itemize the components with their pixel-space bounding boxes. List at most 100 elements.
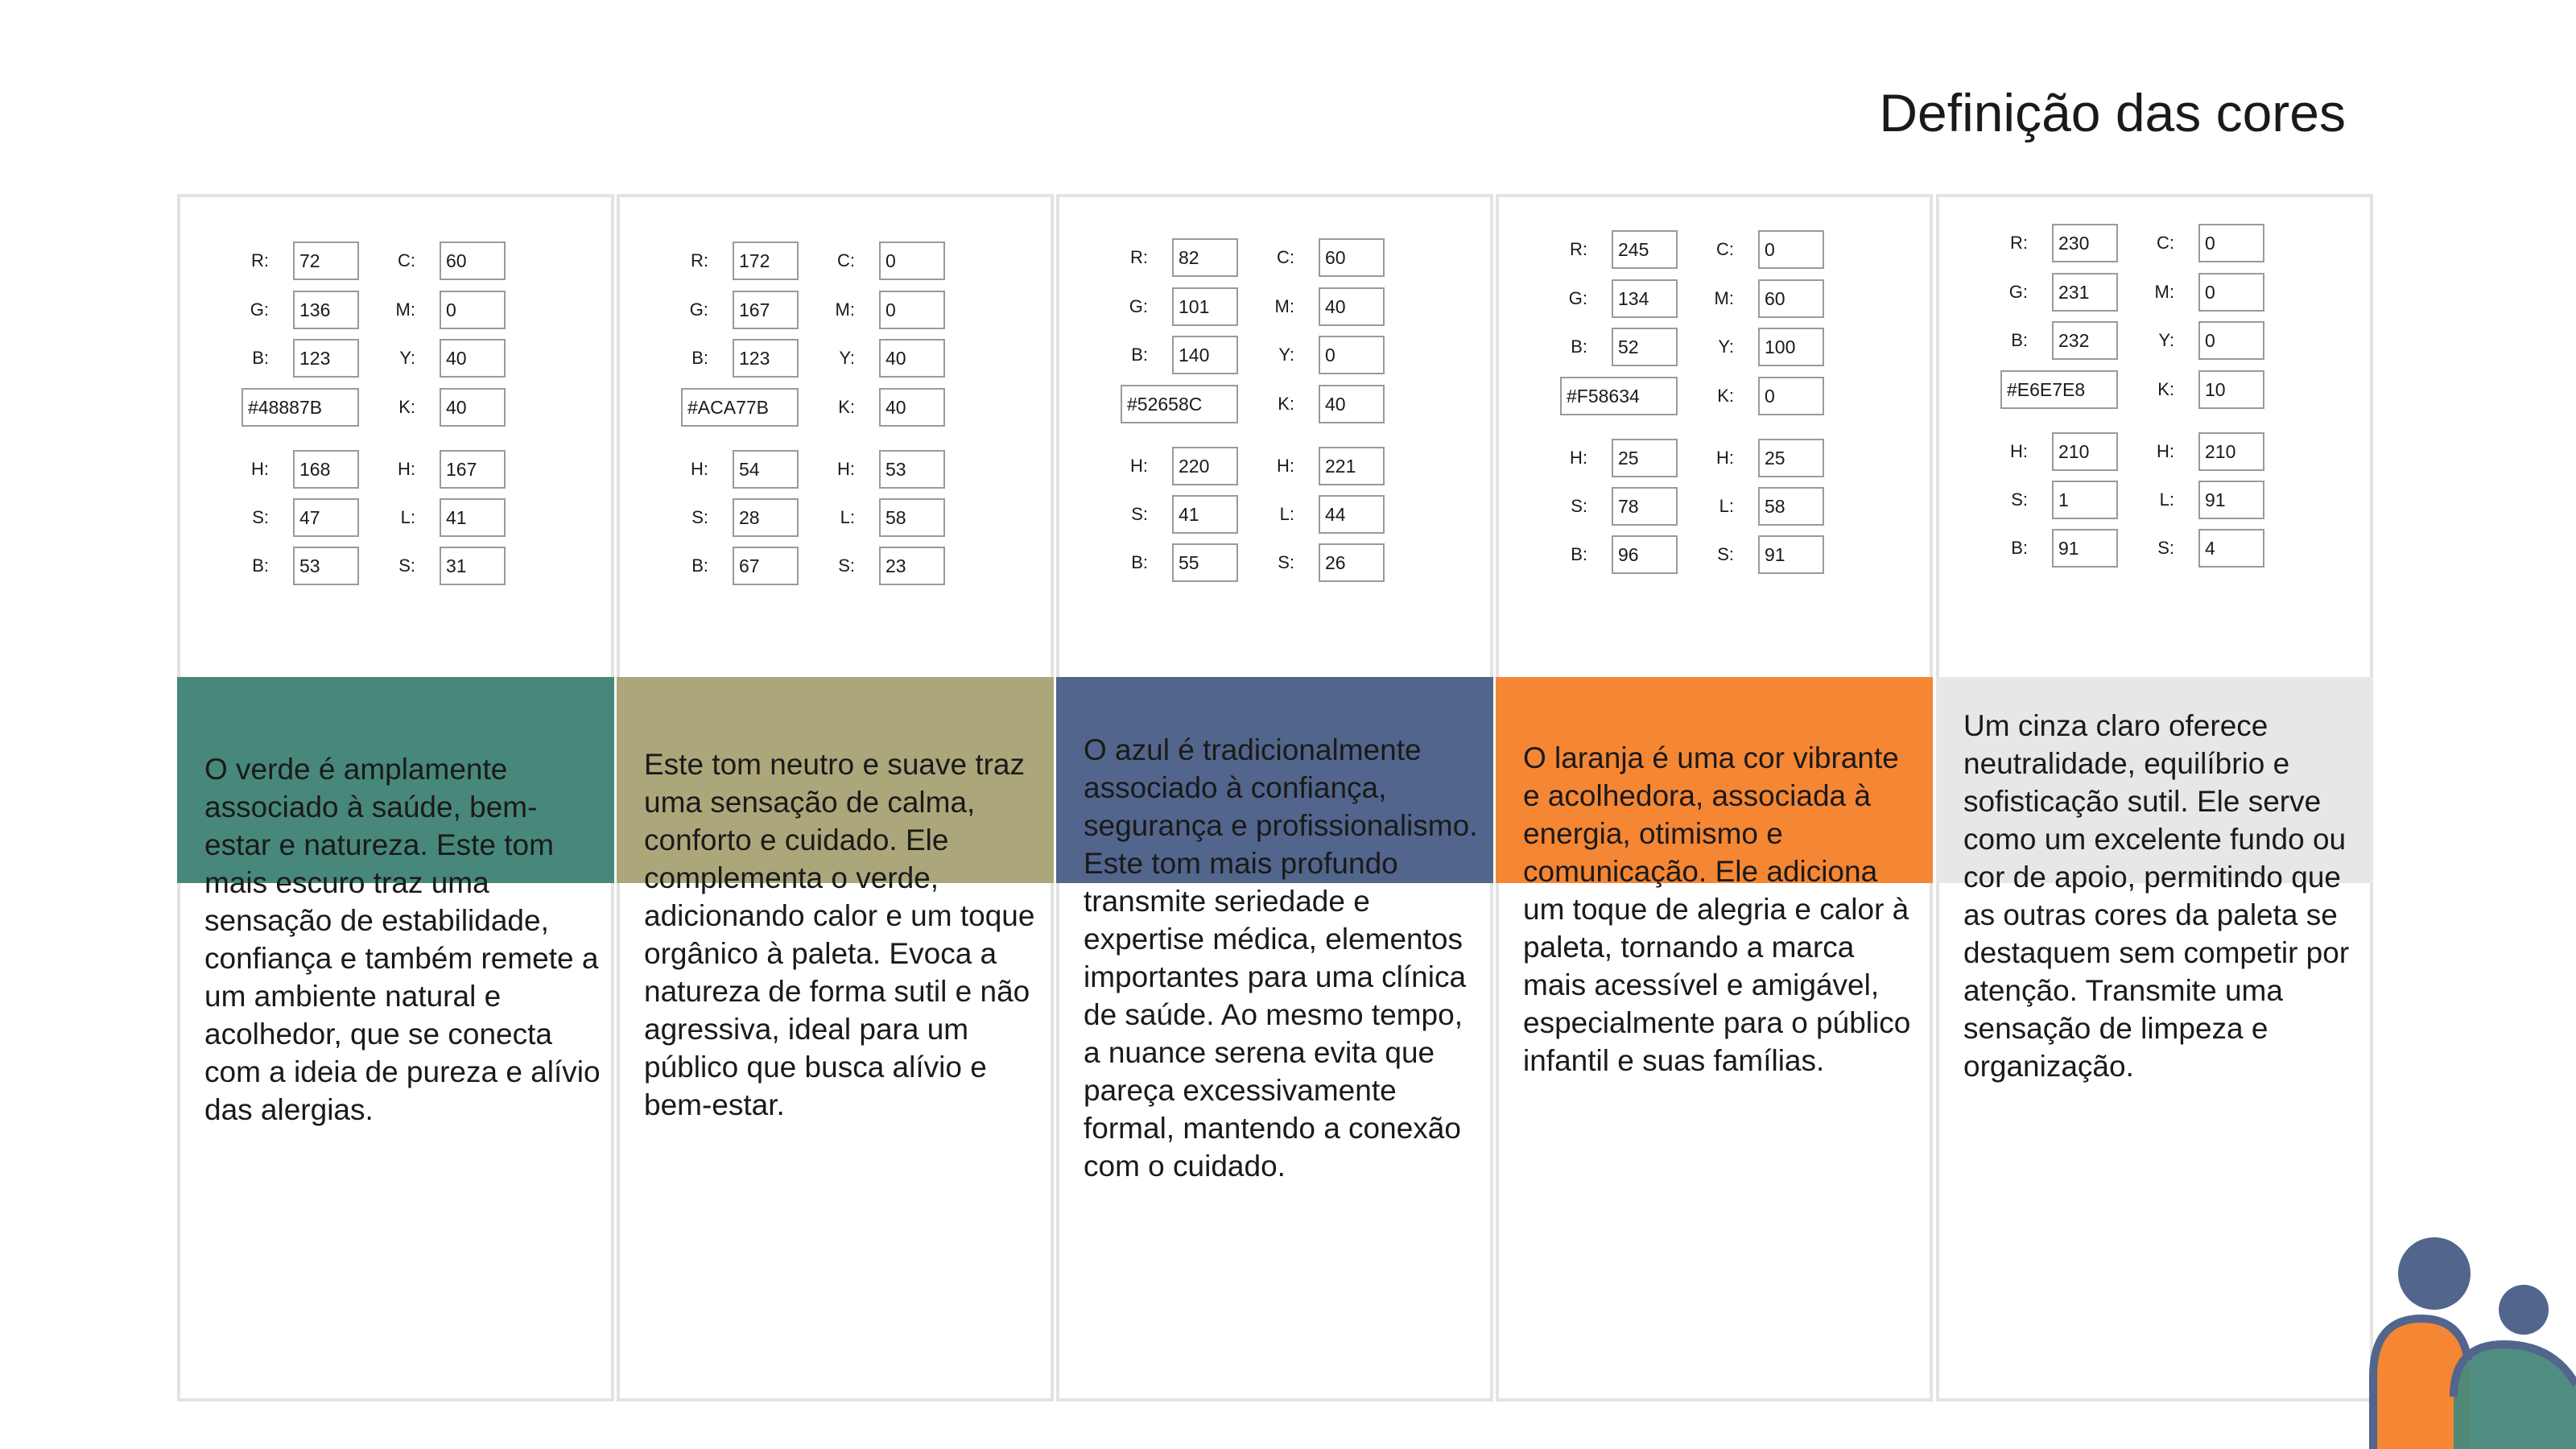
field-value: 40	[879, 339, 945, 378]
field-label: C:	[837, 250, 855, 270]
field-value: 67	[733, 547, 799, 585]
field-value: 210	[2052, 432, 2118, 471]
field-value: 28	[733, 498, 799, 537]
field-label: M:	[835, 299, 855, 320]
field-value: 210	[2198, 432, 2264, 471]
field-label: R:	[1130, 247, 1148, 267]
color-swatch	[1936, 677, 2373, 883]
field-value: 31	[440, 547, 506, 585]
field-label: B:	[2011, 538, 2028, 558]
field-label: M:	[2154, 282, 2174, 302]
field-label: L:	[840, 507, 855, 527]
field-value: 91	[1758, 535, 1824, 574]
field-value: 230	[2052, 224, 2118, 262]
field-value: 101	[1172, 287, 1238, 326]
field-value: 72	[293, 242, 359, 280]
field-value: 172	[733, 242, 799, 280]
field-value: 0	[2198, 321, 2264, 360]
color-card: R: 245 G: 134 B: 52 #F58634 C: 0 M: 60 Y: 100 K: 0 H: 25…	[1496, 194, 1933, 1402]
color-description: Um cinza claro oferece neutralidade, equ…	[1963, 709, 2350, 1083]
field-label: B:	[252, 348, 269, 368]
field-label: K:	[1278, 394, 1294, 414]
field-label: B:	[1131, 552, 1148, 572]
field-label: Y:	[2158, 330, 2174, 350]
field-label: M:	[395, 299, 415, 320]
field-value: 53	[879, 450, 945, 489]
field-value: 91	[2052, 529, 2118, 568]
field-value: 40	[440, 339, 506, 378]
field-value: 0	[879, 242, 945, 280]
field-label: Y:	[1718, 336, 1734, 357]
field-label: B:	[691, 555, 708, 576]
field-value: 167	[733, 291, 799, 329]
field-value: 0	[2198, 273, 2264, 312]
field-value: 23	[879, 547, 945, 585]
field-value: 41	[440, 498, 506, 537]
field-value: 25	[1612, 439, 1678, 477]
field-value: 221	[1319, 447, 1385, 485]
field-label: C:	[1277, 247, 1294, 267]
field-value: 167	[440, 450, 506, 489]
field-label: L:	[400, 507, 415, 527]
field-label: Y:	[839, 348, 855, 368]
field-value: 245	[1612, 230, 1678, 269]
field-label: R:	[691, 250, 708, 270]
field-value: 54	[733, 450, 799, 489]
field-label: H:	[1570, 448, 1587, 468]
field-label: S:	[691, 507, 708, 527]
field-label: S:	[2157, 538, 2174, 558]
color-card: R: 72 G: 136 B: 123 #48887B C: 60 M: 0 Y: 40 K: 40 H: 16…	[177, 194, 614, 1402]
field-label: H:	[398, 459, 415, 479]
hex-value: #52658C	[1121, 385, 1238, 423]
field-label: G:	[250, 299, 269, 320]
field-label: G:	[1568, 288, 1587, 308]
field-label: C:	[398, 250, 415, 270]
color-description: O verde é amplamente associado à saúde, …	[204, 753, 601, 1126]
color-card: R: 230 G: 231 B: 232 #E6E7E8 C: 0 M: 0 Y: 0 K: 10 H: 210…	[1936, 194, 2373, 1402]
field-value: 0	[1758, 377, 1824, 415]
field-value: 78	[1612, 487, 1678, 526]
field-value: 47	[293, 498, 359, 537]
field-label: H:	[1130, 456, 1148, 476]
field-value: 41	[1172, 495, 1238, 534]
field-value: 55	[1172, 543, 1238, 582]
field-value: 0	[2198, 224, 2264, 262]
field-label: R:	[1570, 239, 1587, 259]
field-label: Y:	[399, 348, 415, 368]
color-card: R: 82 G: 101 B: 140 #52658C C: 60 M: 40 Y: 0 K: 40 H: 22…	[1056, 194, 1493, 1402]
field-value: 10	[2198, 370, 2264, 409]
field-value: 25	[1758, 439, 1824, 477]
field-value: 123	[293, 339, 359, 378]
field-value: 100	[1758, 328, 1824, 366]
field-label: G:	[689, 299, 708, 320]
field-label: S:	[1717, 544, 1734, 564]
page-title: Definição das cores	[1879, 83, 2346, 142]
field-value: 0	[1758, 230, 1824, 269]
field-label: L:	[1279, 504, 1294, 524]
field-label: K:	[1717, 386, 1734, 406]
field-value: 123	[733, 339, 799, 378]
field-label: B:	[691, 348, 708, 368]
field-value: 52	[1612, 328, 1678, 366]
color-swatch	[177, 677, 614, 883]
field-value: 0	[1319, 336, 1385, 374]
field-value: 60	[1319, 238, 1385, 277]
field-value: 220	[1172, 447, 1238, 485]
field-label: H:	[251, 459, 269, 479]
field-label: S:	[838, 555, 855, 576]
field-label: H:	[2157, 441, 2174, 461]
field-label: L:	[1719, 496, 1734, 516]
hex-value: #E6E7E8	[2000, 370, 2118, 409]
field-label: S:	[252, 507, 269, 527]
field-label: H:	[691, 459, 708, 479]
field-label: B:	[1131, 345, 1148, 365]
field-label: R:	[251, 250, 269, 270]
field-value: 96	[1612, 535, 1678, 574]
field-label: R:	[2010, 233, 2028, 253]
field-label: B:	[1571, 336, 1587, 357]
field-value: 40	[440, 388, 506, 427]
field-label: S:	[1571, 496, 1587, 516]
field-value: 44	[1319, 495, 1385, 534]
field-value: 0	[879, 291, 945, 329]
field-label: S:	[398, 555, 415, 576]
